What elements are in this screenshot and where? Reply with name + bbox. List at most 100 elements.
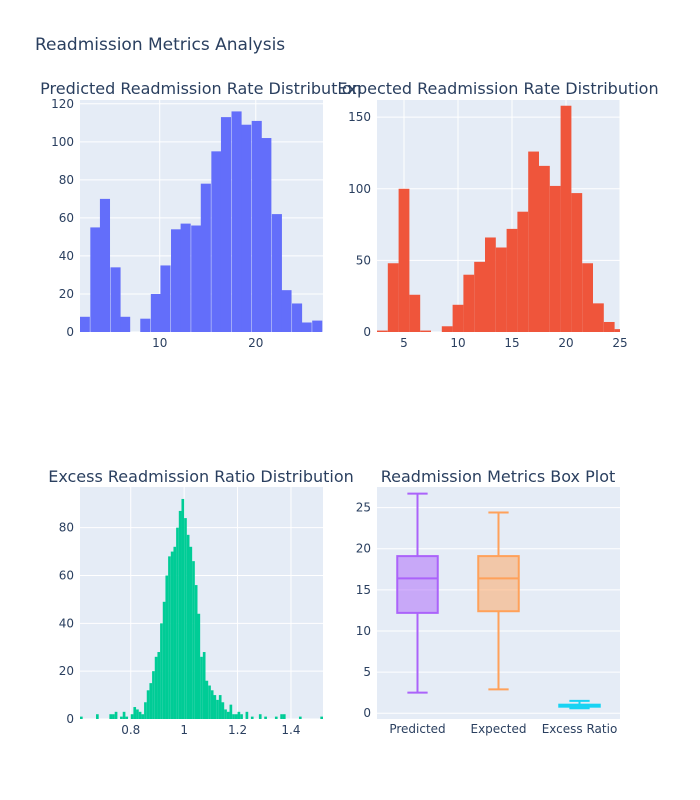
histogram-bar [234, 714, 238, 719]
histogram-bar [409, 294, 421, 332]
histogram-bar [241, 124, 252, 332]
histogram-bar [463, 274, 475, 332]
histogram-bar [180, 223, 191, 332]
histogram-bar [485, 237, 496, 332]
x-tick-label: Expected [471, 722, 527, 736]
y-tick-label: 60 [59, 211, 74, 225]
x-tick-label: 10 [450, 336, 465, 350]
histogram-bar [138, 711, 142, 719]
y-tick-label: 20 [59, 664, 74, 678]
histogram-bar [593, 303, 604, 332]
histogram-bar [120, 316, 131, 332]
histogram-bar [160, 623, 163, 719]
histogram-bar [162, 601, 166, 719]
histogram-bar [582, 263, 593, 332]
histogram-bar [200, 656, 203, 719]
histogram-bar [216, 699, 219, 719]
histogram-bar [90, 227, 101, 332]
histogram-bar [211, 151, 222, 332]
y-tick-label: 10 [356, 624, 371, 638]
box-predicted [396, 492, 439, 694]
histogram-bar [528, 151, 539, 332]
x-tick-label: Excess Ratio [542, 722, 618, 736]
y-tick-label: 80 [59, 173, 74, 187]
histogram-bar [140, 318, 151, 332]
histogram-bar [96, 714, 99, 719]
histogram-bar [170, 551, 174, 719]
histogram-bar [171, 229, 182, 332]
histogram-bar [506, 228, 518, 332]
x-tick-label: 0.8 [121, 723, 140, 737]
histogram-bar [200, 183, 211, 332]
histogram-bar [271, 214, 282, 332]
histogram-bar [452, 304, 464, 332]
histogram-bar [114, 711, 118, 719]
histogram-bar [301, 322, 312, 332]
histogram-bar [150, 293, 161, 332]
histogram-bar [298, 716, 302, 719]
histogram-bar [231, 111, 242, 332]
histogram-bar [377, 330, 388, 332]
histogram-bar [441, 326, 453, 332]
y-tick-label: 150 [348, 110, 371, 124]
histogram-bar [202, 652, 206, 719]
histogram-bar [603, 321, 615, 332]
histogram-bar [189, 546, 193, 719]
histogram-bar [112, 714, 115, 719]
histogram-bar [398, 188, 410, 332]
histogram-bar [133, 707, 137, 719]
histogram-bar [80, 316, 90, 332]
histogram-bar [237, 711, 241, 719]
y-tick-label: 40 [59, 616, 74, 630]
histogram-bar [99, 198, 111, 332]
histogram-bar [157, 652, 161, 719]
histogram-bar [110, 267, 121, 332]
y-tick-label: 20 [356, 542, 371, 556]
histogram-bar [251, 120, 262, 332]
histogram-bar [240, 714, 243, 719]
box-iqr [396, 555, 439, 614]
x-tick-label: 15 [504, 336, 519, 350]
histogram-bar [208, 685, 211, 719]
x-tick-label: 5 [400, 336, 408, 350]
histogram-bar [197, 613, 201, 719]
histogram-bar [261, 138, 272, 332]
y-tick-label: 0 [363, 325, 371, 339]
histogram-bar [80, 716, 83, 719]
panel-title: Predicted Readmission Rate Distribution [40, 79, 362, 98]
page-title: Readmission Metrics Analysis [35, 35, 285, 55]
histogram-bar [144, 702, 147, 719]
histogram-bar [250, 716, 254, 719]
histogram-bar [312, 320, 323, 332]
box-plot: 0 5 10 15 20 25 Predicted Expected Excess Ratio [356, 487, 620, 736]
histogram-bar [549, 185, 561, 332]
histogram-bar [220, 117, 232, 333]
histogram-bar [420, 330, 431, 332]
y-tick-label: 15 [356, 583, 371, 597]
histogram-bar [210, 690, 214, 719]
histogram-bar [218, 695, 222, 719]
histogram-bar [387, 263, 399, 332]
histogram-bar [560, 105, 572, 332]
predicted-histogram: 0 20 40 60 80 100 120 10 20 [51, 97, 323, 350]
histogram-bar [213, 695, 217, 719]
histogram-bar [141, 714, 145, 719]
y-tick-label: 20 [59, 287, 74, 301]
expected-histogram: 0 50 100 150 5 10 15 20 25 [348, 100, 628, 350]
histogram-bar [191, 225, 202, 332]
y-tick-label: 25 [356, 501, 371, 515]
y-tick-label: 120 [51, 97, 74, 111]
histogram-bar [280, 714, 283, 719]
histogram-bar [165, 575, 169, 719]
histogram-bar [274, 716, 278, 719]
y-tick-label: 100 [348, 182, 371, 196]
histogram-bar [160, 265, 171, 332]
histogram-bar [186, 534, 190, 719]
histogram-bar [245, 711, 249, 719]
histogram-bar [539, 165, 550, 332]
histogram-bar [181, 498, 185, 719]
histogram-bar [292, 303, 303, 332]
histogram-bar [571, 193, 583, 332]
panel-title: Readmission Metrics Box Plot [381, 467, 616, 486]
